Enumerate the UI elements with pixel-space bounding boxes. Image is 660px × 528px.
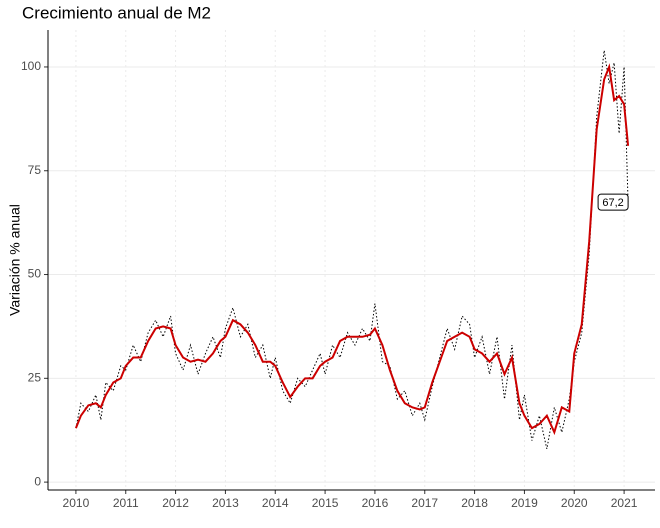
x-tick-label: 2012 [162, 496, 189, 510]
y-tick-label: 50 [28, 267, 42, 281]
x-tick-label: 2016 [362, 496, 389, 510]
x-tick-label: 2018 [461, 496, 488, 510]
x-tick-label: 2013 [212, 496, 239, 510]
annotation-label: 67,2 [602, 197, 623, 209]
x-tick-label: 2019 [511, 496, 538, 510]
chart-title: Crecimiento anual de M2 [22, 3, 211, 22]
x-tick-label: 2021 [611, 496, 638, 510]
x-tick-label: 2011 [113, 496, 139, 510]
line [75, 50, 629, 450]
x-tick-label: 2015 [312, 496, 339, 510]
x-tick-label: 2020 [561, 496, 588, 510]
line [74, 63, 630, 436]
y-tick-label: 0 [34, 474, 41, 488]
annotation-box [597, 193, 629, 211]
y-tick-label: 100 [21, 59, 41, 73]
x-tick-label: 2010 [63, 496, 90, 510]
x-tick-label: 2017 [411, 496, 438, 510]
x-tick-label: 2014 [262, 496, 289, 510]
y-tick-label: 25 [28, 370, 42, 384]
y-tick-label: 75 [28, 163, 42, 177]
y-axis-label: Variación % anual [7, 204, 23, 316]
